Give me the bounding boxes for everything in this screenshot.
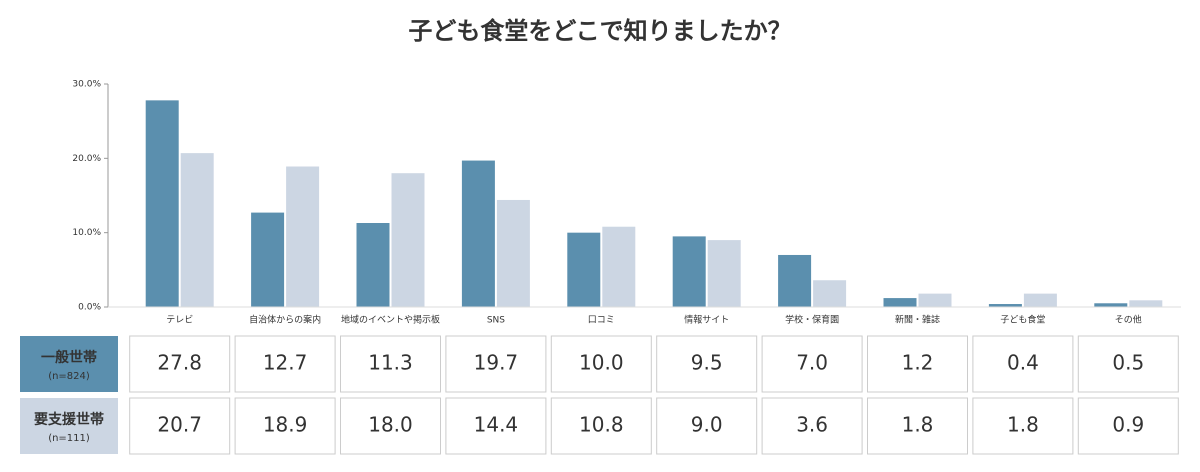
legend-label: 一般世帯 — [41, 349, 97, 366]
table-cell — [129, 397, 231, 455]
bar — [286, 166, 320, 307]
table-cell — [445, 335, 547, 393]
bar — [356, 223, 390, 307]
data-label: 9.5 — [691, 351, 723, 375]
table-cell — [129, 335, 231, 393]
bar — [883, 298, 917, 307]
chart-title: 子ども食堂をどこで知りましたか？ — [408, 17, 791, 45]
data-label: 0.5 — [1112, 351, 1144, 375]
data-label: 18.9 — [263, 413, 308, 437]
data-label: 19.7 — [474, 351, 519, 375]
bar — [1023, 293, 1057, 307]
data-label: 1.8 — [1007, 413, 1039, 437]
x-tick-label: SNS — [487, 316, 505, 326]
data-label: 0.4 — [1007, 351, 1039, 375]
y-tick-label: 0.0% — [78, 303, 101, 313]
data-label: 14.4 — [474, 413, 519, 437]
bar — [1094, 303, 1128, 307]
y-tick-label: 30.0% — [72, 80, 101, 90]
x-tick-label: 自治体からの案内 — [249, 314, 321, 326]
data-label: 10.0 — [579, 351, 624, 375]
table-cell — [761, 397, 863, 455]
data-label: 20.7 — [157, 413, 202, 437]
y-tick-label: 10.0% — [72, 228, 101, 238]
data-label: 1.2 — [902, 351, 934, 375]
table-cell — [340, 397, 441, 455]
x-tick-label: テレビ — [166, 315, 193, 326]
table-cell — [445, 397, 547, 455]
x-tick-label: 口コミ — [588, 316, 615, 326]
y-tick-label: 20.0% — [72, 154, 101, 164]
x-tick-label: 地域のイベントや掲示板 — [341, 314, 440, 326]
data-label: 10.8 — [579, 413, 624, 437]
bar — [672, 236, 706, 307]
table-cell — [1077, 397, 1179, 455]
legend-note: (n=111) — [48, 433, 90, 444]
table-cell — [656, 397, 758, 455]
table-cell — [761, 335, 863, 393]
bar — [567, 232, 601, 307]
data-label: 0.9 — [1112, 413, 1144, 437]
table-cell — [867, 397, 968, 455]
table-cell — [867, 335, 968, 393]
bar — [707, 240, 741, 307]
table-cell — [656, 335, 758, 393]
legend-label: 要支援世帯 — [34, 411, 104, 428]
bar — [918, 293, 952, 307]
bar — [145, 100, 179, 307]
table-cell — [972, 397, 1074, 455]
x-tick-label: その他 — [1115, 314, 1142, 326]
data-label: 1.8 — [902, 413, 934, 437]
legend-note: (n=824) — [48, 371, 90, 382]
table-cell — [340, 335, 441, 393]
bar — [813, 280, 847, 307]
table-cell — [234, 397, 336, 455]
data-label: 7.0 — [796, 351, 828, 375]
bar — [496, 199, 530, 307]
table-cell — [1077, 335, 1179, 393]
bar — [988, 304, 1022, 307]
bar — [1129, 300, 1163, 307]
data-label: 12.7 — [263, 351, 308, 375]
bar — [778, 254, 812, 307]
data-label: 18.0 — [368, 413, 413, 437]
row-header — [20, 398, 118, 454]
table-cell — [972, 335, 1074, 393]
x-tick-label: 新聞・雑誌 — [895, 314, 940, 326]
x-tick-label: 子ども食堂 — [1000, 314, 1045, 326]
table-cell — [550, 397, 652, 455]
data-label: 3.6 — [796, 413, 828, 437]
x-tick-label: 情報サイト — [684, 314, 729, 326]
data-label: 9.0 — [691, 413, 723, 437]
data-label: 11.3 — [368, 351, 413, 375]
row-header — [20, 336, 118, 392]
bar — [251, 212, 285, 307]
x-tick-label: 学校・保育園 — [785, 314, 839, 326]
table-cell — [234, 335, 336, 393]
bar — [602, 226, 636, 307]
table-cell — [550, 335, 652, 393]
bar — [180, 153, 214, 307]
data-label: 27.8 — [157, 351, 202, 375]
bar — [461, 160, 495, 307]
bar — [391, 173, 425, 307]
